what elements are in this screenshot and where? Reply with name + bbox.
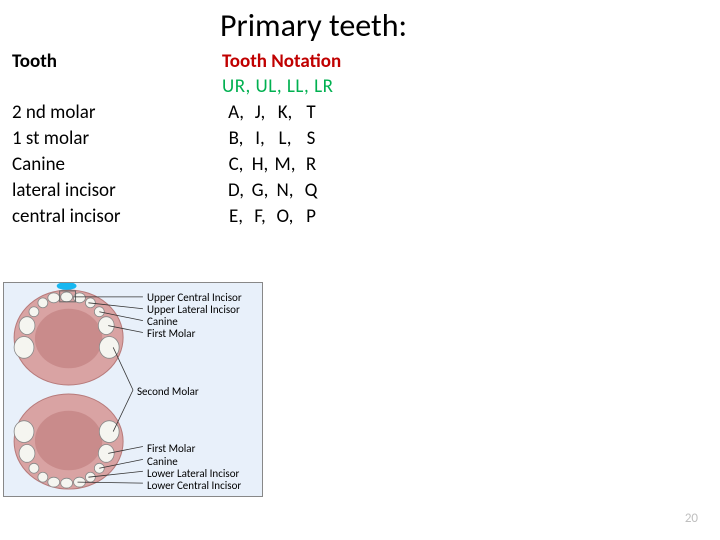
page-title: Primary teeth: xyxy=(220,6,407,45)
notation-cell: A, xyxy=(224,100,248,126)
notation-cell: T xyxy=(298,100,324,126)
notation-cell: H, xyxy=(248,152,272,178)
notation-cell: O, xyxy=(272,204,298,230)
tooth-name: lateral incisor xyxy=(12,178,120,204)
notation-row: D,G,N,Q xyxy=(224,178,324,204)
notation-cell: E, xyxy=(224,204,248,230)
column-header-tooth: Tooth xyxy=(12,50,57,73)
column-header-notation: Tooth Notation xyxy=(222,50,341,73)
notation-cell: P xyxy=(298,204,324,230)
notation-cell: C, xyxy=(224,152,248,178)
notation-row: B,I,L,S xyxy=(224,126,324,152)
tooth-name-list: 2 nd molar 1 st molar Canine lateral inc… xyxy=(12,100,120,230)
tooth-name: 1 st molar xyxy=(12,126,120,152)
notation-cell: J, xyxy=(248,100,272,126)
slide-number: 20 xyxy=(685,511,698,526)
notation-cell: G, xyxy=(248,178,272,204)
notation-cell: I, xyxy=(248,126,272,152)
notation-cell: Q xyxy=(298,178,324,204)
diagram-label: First Molar xyxy=(147,442,195,455)
notation-cell: F, xyxy=(248,204,272,230)
notation-row: A,J,K,T xyxy=(224,100,324,126)
quadrant-labels: UR, UL, LL, LR xyxy=(222,75,333,98)
diagram-label: Lower Central Incisor xyxy=(147,479,241,492)
notation-cell: N, xyxy=(272,178,298,204)
notation-cell: S xyxy=(298,126,324,152)
notation-cell: D, xyxy=(224,178,248,204)
notation-cell: R xyxy=(298,152,324,178)
diagram-label: Second Molar xyxy=(137,385,199,398)
tooth-name: central incisor xyxy=(12,204,120,230)
notation-row: C,H,M,R xyxy=(224,152,324,178)
notation-cell: M, xyxy=(272,152,298,178)
notation-cell: L, xyxy=(272,126,298,152)
notation-grid: A,J,K,T B,I,L,S C,H,M,R D,G,N,Q E,F,O,P xyxy=(224,100,324,230)
notation-cell: K, xyxy=(272,100,298,126)
notation-row: E,F,O,P xyxy=(224,204,324,230)
tooth-name: 2 nd molar xyxy=(12,100,120,126)
diagram-label: First Molar xyxy=(147,327,195,340)
notation-cell: B, xyxy=(224,126,248,152)
teeth-diagram: Upper Central Incisor Upper Lateral Inci… xyxy=(3,282,263,497)
tooth-name: Canine xyxy=(12,152,120,178)
